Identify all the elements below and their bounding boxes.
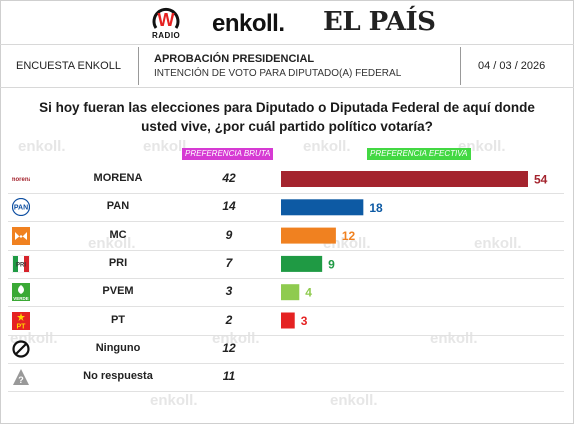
effective-value-label: 54 — [534, 173, 548, 187]
svg-text:VERDE: VERDE — [13, 296, 29, 301]
enkoll-watermark: enkoll. — [143, 138, 191, 155]
party-name: MC — [109, 228, 127, 241]
svg-text:PRI: PRI — [16, 262, 26, 268]
prohibited-icon — [12, 340, 30, 358]
effective-value-label: 12 — [342, 229, 356, 243]
table-row: PT PT 2 — [8, 307, 564, 336]
pvem-logo: VERDE — [12, 283, 30, 302]
bruta-value: 14 — [222, 199, 236, 214]
enkoll-watermark: enkoll. — [88, 235, 136, 252]
pri-logo: PRI — [11, 254, 31, 274]
party-name: PVEM — [102, 285, 134, 298]
effective-bar — [281, 255, 323, 272]
party-name: PRI — [108, 256, 128, 269]
mc-logo — [12, 226, 30, 245]
svg-text:PT: PT — [17, 323, 27, 330]
enkoll-watermark: enkoll. — [330, 392, 378, 409]
survey-header: ENCUESTA ENKOLL APROBACIÓN PRESIDENCIAL … — [0, 44, 574, 88]
party-name: PT — [110, 313, 126, 326]
effective-bar — [281, 199, 364, 216]
party-name: Ninguno — [95, 341, 141, 354]
bruta-value: 42 — [222, 171, 236, 185]
morena-logo: morena — [10, 170, 32, 188]
effective-bar — [281, 171, 528, 187]
table-row: PRI PRI 7 — [8, 250, 564, 279]
survey-label: ENCUESTA ENKOLL — [16, 60, 121, 72]
effective-bar — [281, 312, 295, 329]
bruta-value: 12 — [222, 340, 236, 355]
effective-bar — [281, 284, 300, 301]
column-header-bruta: PREFERENCIA BRUTA — [182, 148, 274, 160]
bruta-value: 7 — [225, 255, 233, 270]
svg-text:W: W — [158, 10, 175, 30]
header-divider — [460, 47, 461, 85]
effective-value-label: 18 — [369, 201, 383, 215]
header-title: APROBACIÓN PRESIDENCIAL — [154, 53, 315, 65]
wradio-logo: W RADIO — [144, 6, 190, 40]
header-divider — [138, 47, 139, 85]
svg-text:PAN: PAN — [14, 205, 28, 212]
table-row: MC 9 — [8, 222, 564, 251]
party-name: PAN — [106, 200, 130, 213]
table-row: PAN PAN 14 — [8, 193, 564, 223]
bruta-value: 11 — [222, 369, 236, 384]
column-header-efectiva: PREFERENCIA EFECTIVA — [367, 148, 471, 160]
enkoll-watermark: enkoll. — [18, 138, 66, 155]
table-row: Ninguno 12 — [8, 335, 564, 364]
pan-logo: PAN — [11, 198, 31, 217]
bruta-value: 2 — [225, 312, 233, 327]
effective-bar — [281, 227, 336, 244]
enkoll-watermark: enkoll. — [150, 392, 198, 409]
enkoll-watermark: enkoll. — [10, 330, 58, 347]
logo-bar: W RADIO enkoll. EL PAÍS — [0, 4, 574, 40]
enkoll-watermark: enkoll. — [430, 330, 478, 347]
survey-question: Si hoy fueran las elecciones para Diputa… — [39, 100, 535, 134]
table-row: morena MORENA 42 — [8, 165, 564, 194]
svg-text:?: ? — [18, 375, 24, 385]
enkoll-watermark: enkoll. — [303, 138, 351, 155]
party-name: MORENA — [93, 172, 143, 184]
header-subtitle: INTENCIÓN DE VOTO PARA DIPUTADO(A) FEDER… — [154, 68, 402, 79]
party-name: No respuesta — [83, 370, 153, 383]
enkoll-watermark: enkoll. — [212, 330, 260, 347]
question-triangle-icon: ? — [12, 368, 30, 386]
enkoll-watermark: enkoll. — [474, 235, 522, 252]
wradio-sub: RADIO — [152, 31, 181, 40]
effective-value-label: 9 — [328, 257, 335, 271]
survey-date: 04 / 03 / 2026 — [478, 60, 546, 72]
effective-value-label: 4 — [305, 286, 312, 300]
pt-logo: PT — [12, 311, 30, 330]
effective-value-label: 3 — [301, 314, 308, 328]
table-row: VERDE PVEM 3 — [8, 278, 564, 308]
bruta-value: 3 — [225, 284, 233, 299]
bruta-value: 9 — [225, 227, 233, 242]
elpais-logo: EL PAÍS — [323, 7, 436, 37]
enkoll-logo: enkoll. — [212, 10, 285, 37]
table-row: ? No respuesta 11 — [8, 363, 564, 393]
svg-text:morena: morena — [12, 177, 30, 183]
